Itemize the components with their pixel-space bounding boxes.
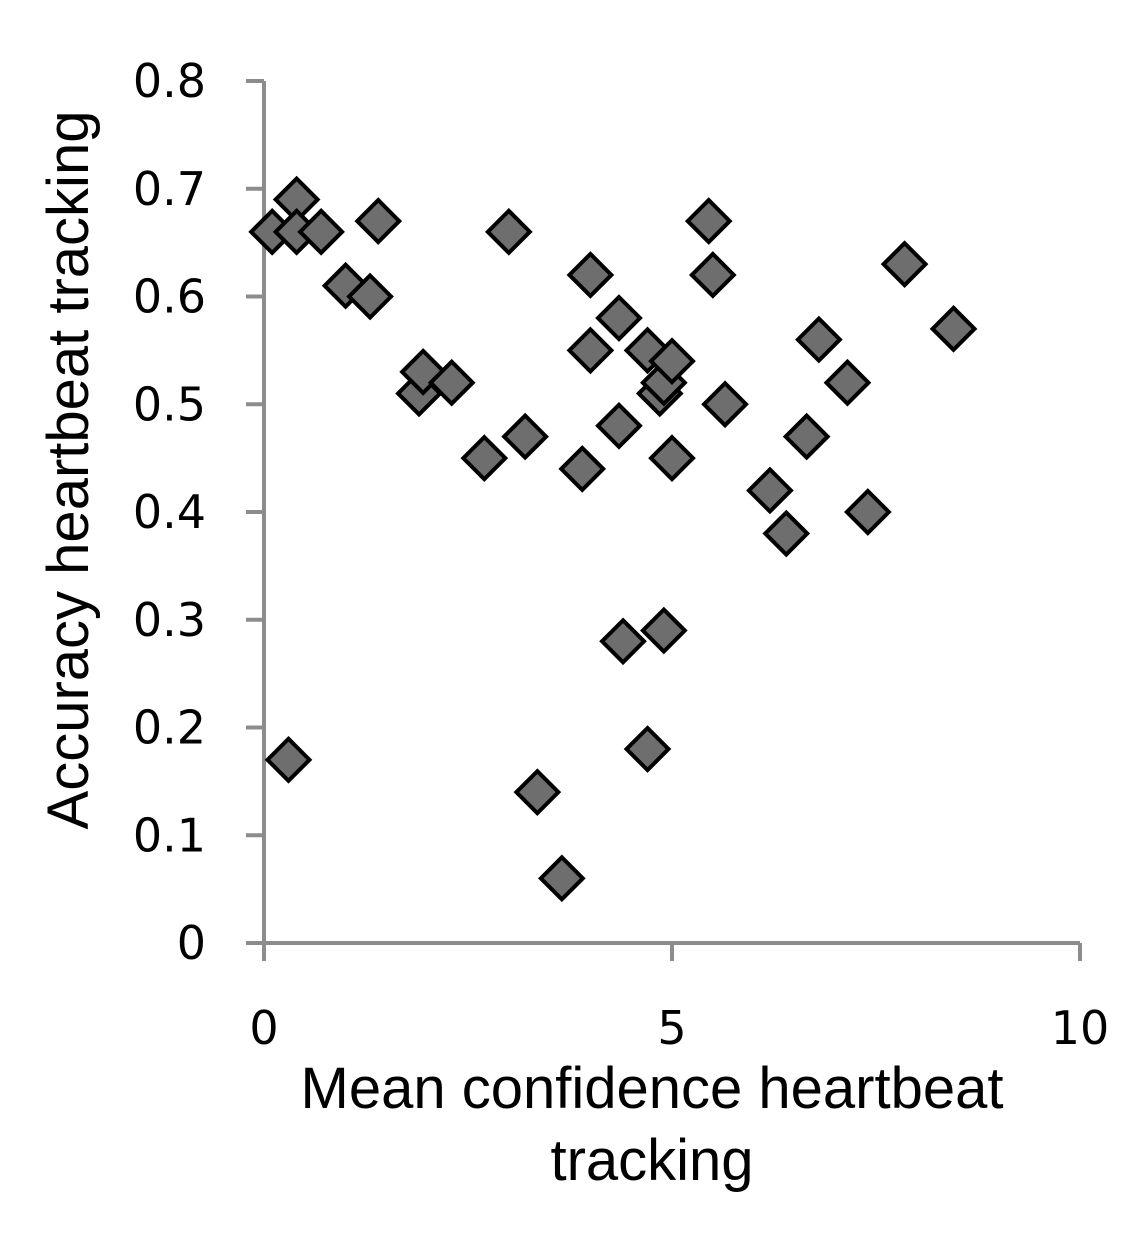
- data-point: [929, 304, 978, 353]
- x-tick-label: 5: [657, 1001, 686, 1055]
- y-axis-label: Accuracy heartbeat tracking: [36, 111, 101, 830]
- x-axis-ticks: 0 5 10: [249, 943, 1109, 1055]
- data-point: [844, 488, 892, 536]
- y-tick-label: 0.8: [133, 54, 206, 108]
- y-tick-label: 0.7: [133, 162, 206, 216]
- y-tick-label: 0.5: [133, 377, 206, 431]
- data-point: [566, 251, 615, 299]
- x-axis-label-line-2: tracking: [550, 1128, 753, 1193]
- data-point: [297, 208, 345, 256]
- y-tick-label: 0.6: [133, 270, 206, 324]
- data-point: [880, 240, 929, 289]
- data-points: [248, 175, 978, 903]
- data-point: [746, 466, 794, 515]
- data-point: [566, 326, 615, 375]
- data-point: [701, 380, 749, 429]
- y-tick-label: 0.3: [133, 593, 206, 647]
- data-point: [501, 412, 549, 461]
- data-point: [599, 617, 647, 666]
- data-point: [823, 358, 872, 407]
- data-point: [762, 509, 811, 558]
- data-point: [558, 445, 607, 493]
- data-point: [782, 412, 831, 461]
- y-tick-label: 0.1: [133, 808, 206, 862]
- data-point: [595, 294, 643, 342]
- data-point: [795, 315, 843, 364]
- y-axis-ticks: 0 0.1 0.2 0.3 0.4 0.5 0.6 0.7 0.8: [133, 54, 264, 970]
- data-point: [595, 401, 643, 450]
- data-point: [460, 434, 509, 482]
- data-point: [264, 735, 313, 784]
- y-tick-label: 0.2: [133, 701, 206, 755]
- data-point: [623, 725, 672, 773]
- data-point: [427, 358, 476, 407]
- data-point: [354, 197, 403, 245]
- x-tick-label: 10: [1051, 1001, 1110, 1055]
- data-point: [648, 434, 696, 482]
- data-point: [346, 272, 394, 321]
- x-axis-label-line-1: Mean confidence heartbeat: [301, 1056, 1004, 1121]
- y-tick-label: 0: [177, 916, 206, 970]
- x-tick-label: 0: [249, 1001, 278, 1055]
- data-point: [648, 337, 696, 385]
- data-point: [538, 854, 586, 903]
- data-point: [640, 606, 688, 655]
- data-point: [513, 768, 562, 816]
- data-point: [688, 251, 737, 299]
- data-point: [484, 208, 533, 256]
- data-point: [684, 197, 733, 245]
- y-tick-label: 0.4: [133, 485, 206, 539]
